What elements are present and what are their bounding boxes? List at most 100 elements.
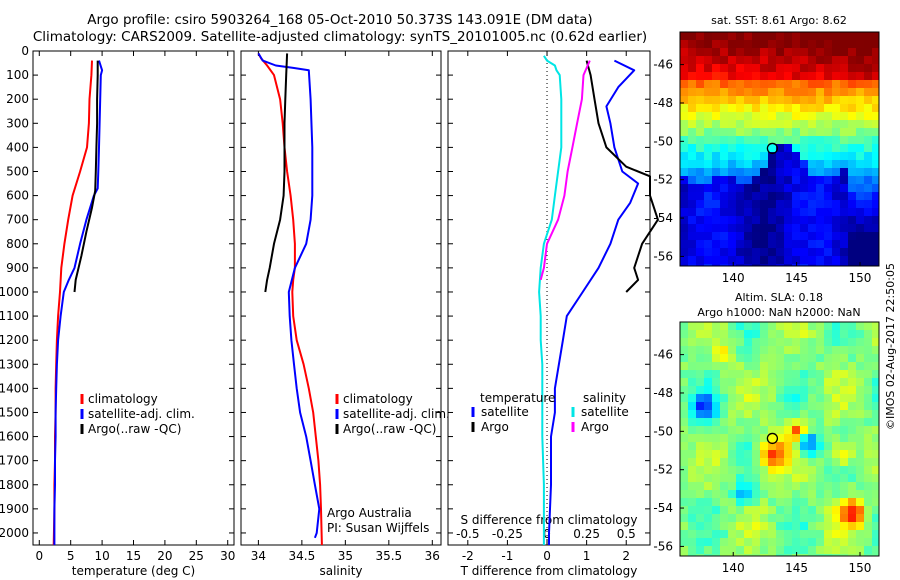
series-line-temperature-satelliteadjclim — [53, 60, 104, 545]
map-frame — [679, 321, 880, 557]
y-tick-label: 1300 — [0, 357, 29, 371]
map-y-tick-label: -54 — [653, 211, 673, 225]
y-tick-label: 2000 — [0, 526, 29, 540]
x-axis-label-salinity: salinity — [319, 564, 362, 578]
plot-frame-difference — [447, 50, 651, 546]
map-frame — [679, 31, 880, 267]
y-tick-label: 200 — [6, 92, 29, 106]
y-tick-label: 700 — [6, 213, 29, 227]
legend-label-difference: Argo — [481, 420, 509, 434]
map-y-tick-label: -48 — [653, 96, 673, 110]
series-line-difference-argo — [585, 60, 659, 293]
x-tick-label-temperature: 30 — [220, 549, 235, 563]
series-line-difference-satellite — [548, 59, 640, 545]
y-tick-label: 1400 — [0, 381, 29, 395]
figure-title-line1: Argo profile: csiro 5903264_168 05-Oct-2… — [87, 12, 593, 28]
salinity-diff-tick-label: 0.5 — [617, 527, 636, 541]
plot-frame-temperature — [32, 50, 235, 546]
x-axis-label-temperature: temperature (deg C) — [72, 564, 195, 578]
series-line-difference-argo — [539, 60, 591, 281]
legend-title-salinity: salinity — [583, 391, 626, 405]
legend-label-difference: satellite — [481, 405, 529, 419]
y-tick-label: 1000 — [0, 285, 29, 299]
y-tick-label: 1700 — [0, 454, 29, 468]
x-tick-label-temperature: 20 — [157, 549, 172, 563]
map-y-tick-label: -52 — [653, 173, 673, 187]
x-tick-label-temperature: 25 — [189, 549, 204, 563]
map-raster-sla-map — [680, 322, 879, 556]
plot-frame-salinity — [240, 50, 442, 546]
x-tick-label-difference: -1 — [501, 549, 513, 563]
legend-label-salinity: climatology — [343, 392, 413, 406]
series-line-difference-satellite — [538, 55, 563, 545]
y-tick-label: 1800 — [0, 478, 29, 492]
map-x-tick-label: 150 — [849, 561, 872, 575]
x-tick-label-difference: 1 — [583, 549, 591, 563]
salinity-diff-tick-label: 0.25 — [573, 527, 600, 541]
map-y-tick-label: -50 — [653, 134, 673, 148]
series-line-temperature-argorawqc — [73, 60, 99, 293]
map-y-tick-label: -46 — [653, 58, 673, 72]
y-tick-label: 800 — [6, 237, 29, 251]
map-y-tick-label: -52 — [653, 463, 673, 477]
map-y-tick-label: -56 — [653, 249, 673, 263]
y-tick-label: 500 — [6, 164, 29, 178]
legend-label-temperature: satellite-adj. clim. — [88, 407, 195, 421]
salinity-diff-tick-label: -0.5 — [456, 527, 479, 541]
y-tick-label: 1100 — [0, 309, 29, 323]
salinity-diff-tick-label: 0 — [543, 527, 551, 541]
legend-label-salinity: satellite-adj. clim. — [343, 407, 450, 421]
x-tick-label-temperature: 0 — [35, 549, 43, 563]
legend-label-temperature: climatology — [88, 392, 158, 406]
credit-line1: Argo Australia — [327, 506, 412, 520]
y-tick-label: 900 — [6, 261, 29, 275]
y-tick-label: 1900 — [0, 502, 29, 516]
x-axis-label-difference: T difference from climatology — [460, 564, 638, 578]
map-y-tick-label: -48 — [653, 386, 673, 400]
map-y-tick-label: -56 — [653, 539, 673, 553]
legend-title-temperature: temperature — [480, 391, 555, 405]
x-tick-label-temperature: 5 — [67, 549, 75, 563]
sla-map-title-line1: Altim. SLA: 0.18 — [735, 291, 823, 304]
map-y-tick-label: -54 — [653, 501, 673, 515]
x-tick-label-salinity: 34 — [251, 549, 266, 563]
x-tick-label-salinity: 35.5 — [375, 549, 402, 563]
x-tick-label-salinity: 34.5 — [289, 549, 316, 563]
x-tick-label-difference: 2 — [622, 549, 630, 563]
x-tick-label-salinity: 35 — [338, 549, 353, 563]
legend-label-difference: satellite — [581, 405, 629, 419]
map-x-tick-label: 145 — [785, 271, 808, 285]
y-tick-label: 100 — [6, 68, 29, 82]
figure-title-line2: Climatology: CARS2009. Satellite-adjuste… — [32, 29, 648, 45]
map-y-tick-label: -50 — [653, 424, 673, 438]
x-tick-label-temperature: 15 — [126, 549, 141, 563]
credit-line2: PI: Susan Wijffels — [327, 521, 429, 535]
y-tick-label: 0 — [21, 44, 29, 58]
y-tick-label: 1500 — [0, 405, 29, 419]
argo-float-marker — [766, 142, 779, 155]
map-raster-sst-map — [680, 32, 879, 266]
salinity-diff-tick-label: -0.25 — [492, 527, 523, 541]
y-tick-label: 1200 — [0, 333, 29, 347]
legend-label-difference: Argo — [581, 420, 609, 434]
x-tick-label-temperature: 10 — [94, 549, 109, 563]
legend-label-temperature: Argo(..raw -QC) — [88, 422, 181, 436]
map-x-tick-label: 140 — [722, 271, 745, 285]
x-tick-label-difference: 0 — [543, 549, 551, 563]
argo-float-marker — [766, 432, 779, 445]
legend-label-salinity: Argo(..raw -QC) — [343, 422, 436, 436]
map-x-tick-label: 150 — [849, 271, 872, 285]
series-line-salinity-satelliteadjclim — [257, 52, 321, 539]
y-tick-label: 1600 — [0, 430, 29, 444]
map-x-tick-label: 145 — [785, 561, 808, 575]
map-y-tick-label: -46 — [653, 348, 673, 362]
x-tick-label-salinity: 36 — [425, 549, 440, 563]
y-tick-label: 300 — [6, 116, 29, 130]
x-tick-label-difference: -2 — [462, 549, 474, 563]
series-line-salinity-argorawqc — [264, 53, 289, 293]
y-tick-label: 600 — [6, 189, 29, 203]
y-tick-label: 400 — [6, 140, 29, 154]
sla-map-title-line2: Argo h1000: NaN h2000: NaN — [697, 306, 860, 319]
sst-map-title: sat. SST: 8.61 Argo: 8.62 — [711, 14, 847, 27]
